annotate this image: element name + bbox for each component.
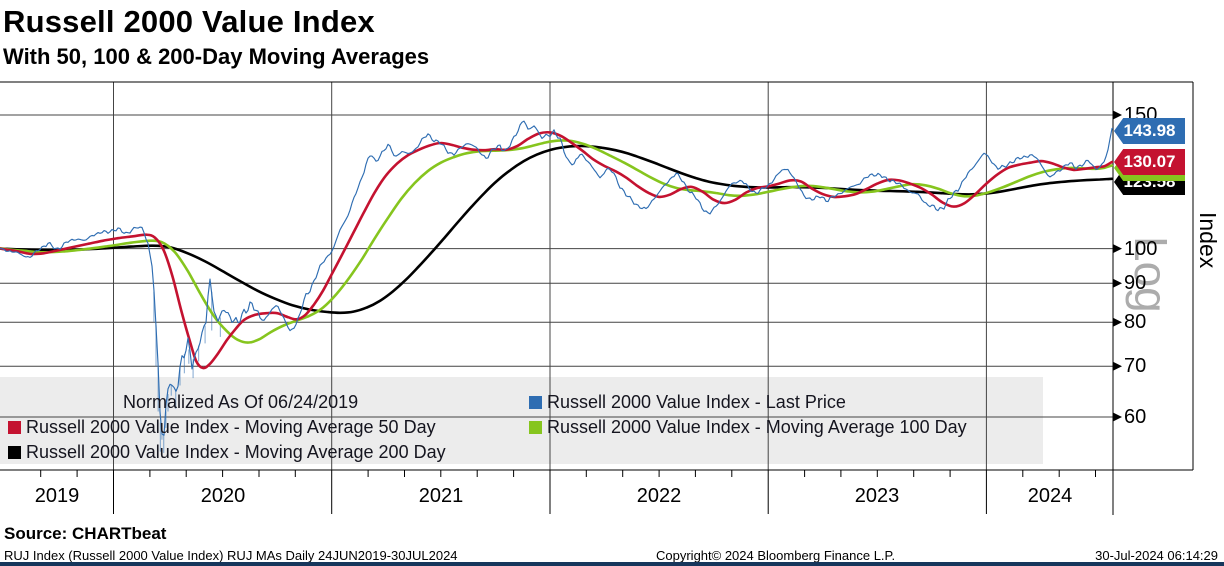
x-tick-label: 2021 <box>418 485 464 507</box>
last-price-swatch <box>529 396 542 409</box>
y-tick-label: 80 <box>1124 311 1147 333</box>
y-tick-label: 100 <box>1124 238 1158 260</box>
legend-item-label: Russell 2000 Value Index - Moving Averag… <box>547 417 967 437</box>
y-tick-arrow <box>1113 361 1122 371</box>
footer-copyright: Copyright© 2024 Bloomberg Finance L.P. <box>656 548 896 563</box>
ma200-line <box>0 144 1114 315</box>
last-price-flag: 143.98 <box>1114 118 1185 144</box>
y-tick-label: 90 <box>1124 272 1147 294</box>
x-tick-label: 2022 <box>636 485 682 507</box>
y-tick-label: 70 <box>1124 355 1147 377</box>
y-tick-arrow <box>1113 244 1122 254</box>
page-title: Russell 2000 Value Index <box>3 4 375 39</box>
legend-item-ma50: Russell 2000 Value Index - Moving Averag… <box>8 418 436 436</box>
page-subtitle: With 50, 100 & 200-Day Moving Averages <box>3 44 430 69</box>
legend-item-label: Russell 2000 Value Index - Moving Averag… <box>26 442 446 462</box>
ma100-line <box>0 139 1114 344</box>
legend-background <box>0 377 1043 464</box>
ma50-swatch <box>8 421 21 434</box>
x-tick-label: 2019 <box>34 485 80 507</box>
legend-normalized-note: Normalized As Of 06/24/2019 <box>123 392 359 412</box>
footer-timestamp: 30-Jul-2024 06:14:29 <box>1095 548 1218 563</box>
x-tick-label: 2020 <box>200 485 246 507</box>
y-tick-arrow <box>1113 412 1122 422</box>
ma50-line <box>0 130 1114 370</box>
x-tick-label: 2023 <box>854 485 900 507</box>
y-tick-label: 60 <box>1124 406 1147 428</box>
ma200-swatch <box>8 446 21 459</box>
footer-ticker-info: RUJ Index (Russell 2000 Value Index) RUJ… <box>4 548 458 563</box>
x-tick-label: 2024 <box>1027 485 1073 507</box>
legend-item-label: Russell 2000 Value Index - Last Price <box>547 392 846 412</box>
legend-item-ma200: Russell 2000 Value Index - Moving Averag… <box>8 443 446 461</box>
legend-item-label: Russell 2000 Value Index - Moving Averag… <box>26 417 436 437</box>
legend-item-ma100: Russell 2000 Value Index - Moving Averag… <box>529 418 967 436</box>
last-price-line <box>0 120 1113 436</box>
bottom-bar <box>0 562 1224 566</box>
source-line: Source: CHARTbeat <box>4 524 167 543</box>
ma50-price-flag: 130.07 <box>1114 149 1185 175</box>
y-tick-arrow <box>1113 278 1122 288</box>
y-axis-title: Index <box>1195 212 1221 269</box>
ma100-swatch <box>529 421 542 434</box>
y-tick-arrow <box>1113 110 1122 120</box>
legend-item-last-price: Russell 2000 Value Index - Last Price <box>529 393 846 411</box>
y-tick-arrow <box>1113 317 1122 327</box>
